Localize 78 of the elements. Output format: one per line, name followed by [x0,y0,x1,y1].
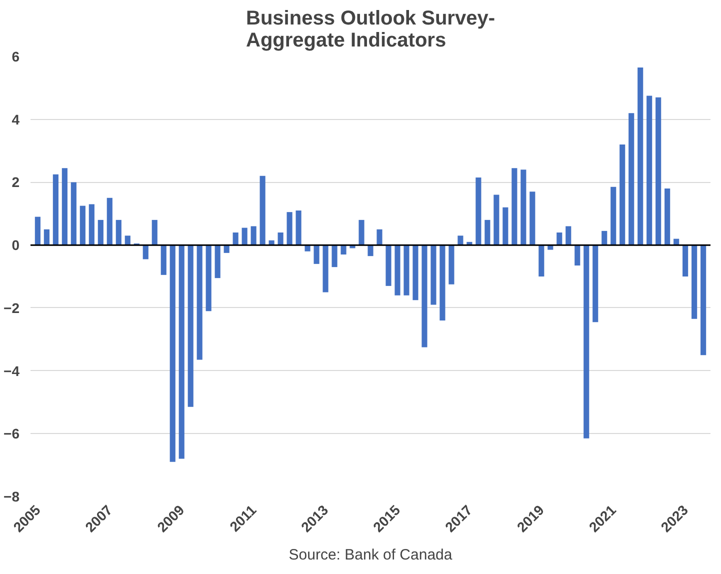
y-tick-label: −6 [4,426,20,442]
bar [512,168,518,246]
bar [178,245,184,459]
bar [448,245,454,284]
bar [494,194,500,246]
bar [386,245,392,286]
bar [530,192,536,246]
bar [638,68,644,246]
bar [196,245,202,360]
bar [412,245,418,300]
bar [170,245,176,462]
bar [52,174,58,246]
bar [304,245,310,252]
bar [368,245,374,256]
bar [314,245,320,264]
bar [476,178,482,246]
chart-title: Business Outlook Survey- Aggregate Indicators [246,8,495,52]
bar [106,198,112,246]
bar [124,236,130,246]
bar [628,113,634,246]
bar [574,245,580,266]
bar [422,245,428,348]
bar [34,216,40,246]
bar [484,220,490,246]
bar [394,245,400,296]
bar [358,220,364,246]
bar [646,96,652,246]
bar [296,210,302,246]
bar [232,232,238,246]
bar [62,168,68,246]
bar [152,220,158,246]
bar [520,170,526,246]
bar [602,230,608,246]
y-tick-label: 6 [12,48,20,64]
y-tick-label: −4 [4,362,20,379]
bar [206,245,212,312]
bar [592,245,598,322]
bar [458,236,464,246]
y-tick-label: −2 [4,300,20,316]
bar [502,207,508,246]
bar [322,245,328,292]
y-tick-label: −8 [4,488,20,504]
bar [80,206,86,246]
bar [188,245,194,407]
bar [556,232,562,246]
bar [584,245,590,438]
bar [656,97,662,246]
source-note: Source: Bank of Canada [288,546,453,564]
bar [430,245,436,305]
bar [692,245,698,319]
bar [682,245,688,276]
bar [70,182,76,246]
bar [286,212,292,246]
bar [44,229,50,246]
bar [88,204,94,246]
bar [250,226,256,246]
bar [214,245,220,278]
bar [160,245,166,275]
bar [610,186,616,246]
bar [260,176,266,246]
bar [242,228,248,246]
bar [566,226,572,246]
bar [620,144,626,246]
bar [332,245,338,268]
bar [278,232,284,246]
y-tick-label: 0 [12,237,20,254]
bar [440,245,446,320]
bar [116,220,122,246]
bar [340,245,346,254]
bar [538,245,544,276]
bar [700,245,706,356]
y-tick-label: 2 [12,174,20,190]
bar [98,220,104,246]
y-tick-label: 4 [12,111,20,128]
bar [142,245,148,260]
bar [404,245,410,296]
bar [664,188,670,246]
bar [376,229,382,246]
